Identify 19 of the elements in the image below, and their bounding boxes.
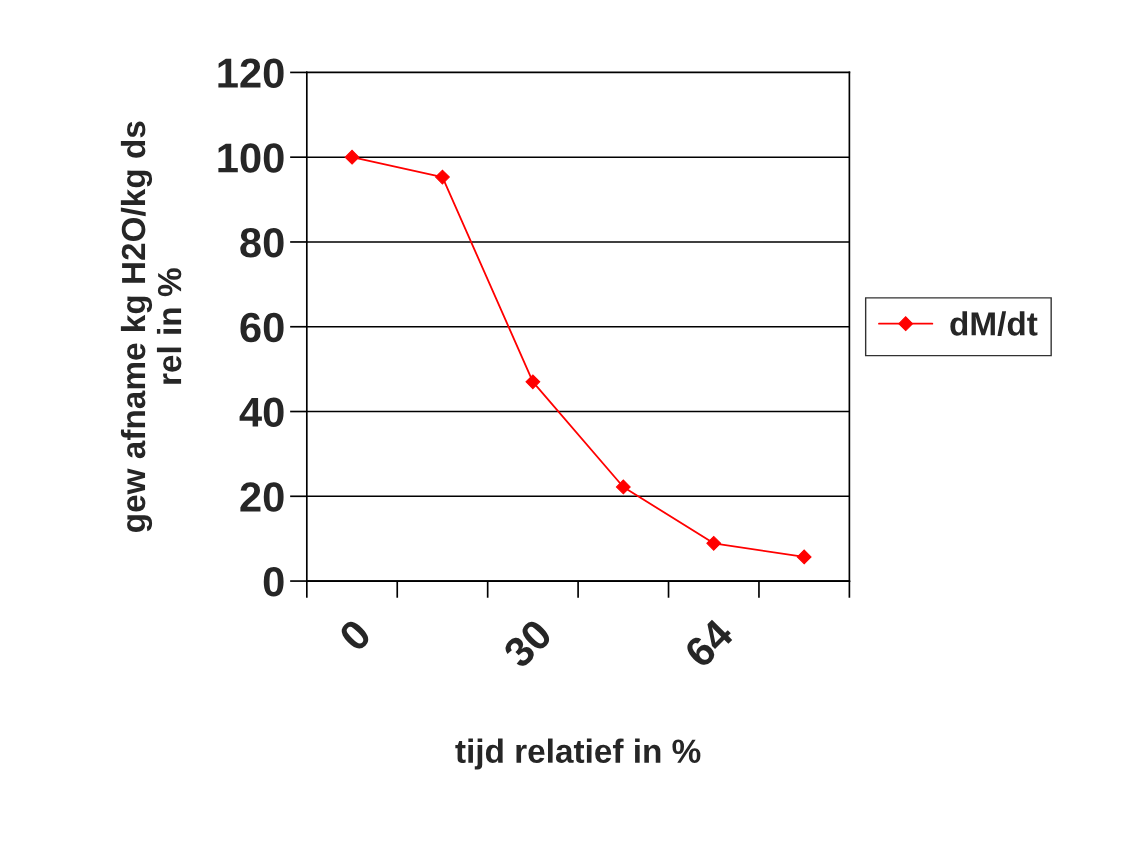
point (615, 479, 631, 495)
point (344, 149, 360, 165)
y-tick-label: 60 (240, 312, 284, 343)
x-axis-title: tijd relatief in % (455, 738, 701, 770)
y-tick-label: 40 (239, 397, 284, 428)
y-tick-label: 20 (240, 482, 284, 512)
point (796, 549, 812, 565)
x-tick-label: 0 (337, 617, 373, 653)
y-tick-label: 80 (240, 227, 284, 258)
x-tick-label: 64 (682, 616, 736, 670)
y-tick-label: 100 (218, 143, 284, 173)
y-tick-label: 120 (218, 58, 284, 88)
y-tick-label: 0 (263, 567, 284, 597)
y-axis-title: gew afname kg H2O/kg ds rel in % (120, 121, 182, 532)
x-tick-label: 30 (501, 617, 554, 670)
point (525, 374, 541, 390)
point (706, 535, 722, 551)
point (435, 169, 450, 185)
legend-label: dM/dt (950, 311, 1038, 337)
